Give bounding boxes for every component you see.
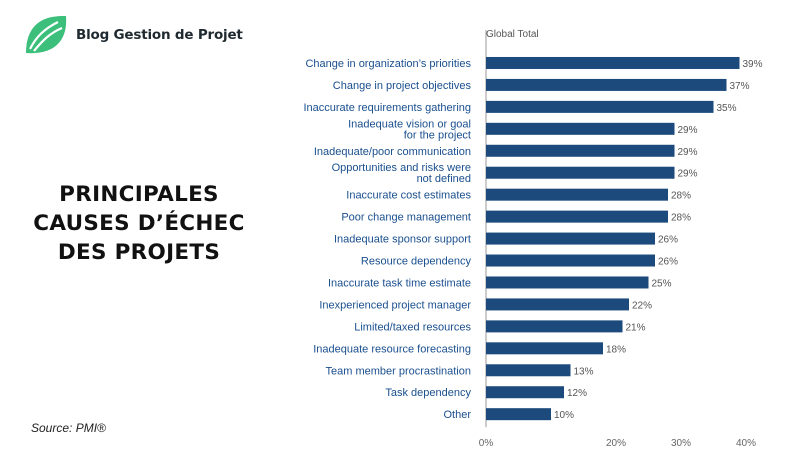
headline-line-3: DES PROJETS: [57, 240, 221, 265]
x-tick-label: 0%: [479, 438, 494, 449]
category-label: Task dependency: [385, 387, 471, 399]
category-label: Inadequate/poor communication: [314, 146, 471, 158]
source-caption: Source: PMI®: [31, 421, 106, 435]
data-label: 25%: [652, 278, 672, 289]
data-label: 26%: [658, 257, 678, 268]
x-tick-label: 30%: [671, 438, 691, 449]
bar: [486, 56, 740, 69]
headline: PRINCIPALES CAUSES D’ÉCHEC DES PROJETS: [14, 180, 264, 267]
bar: [486, 78, 727, 91]
bar: [486, 166, 675, 179]
series-title: Global Total: [486, 29, 539, 40]
data-label: 12%: [567, 388, 587, 399]
data-label: 39%: [743, 59, 763, 70]
headline-line-1: PRINCIPALES: [59, 182, 219, 207]
headline-line-2: CAUSES D’ÉCHEC: [33, 211, 245, 236]
category-label: Inaccurate cost estimates: [346, 190, 471, 202]
category-label: Resource dependency: [361, 256, 472, 268]
category-label: Opportunities and risks were not defined: [332, 162, 471, 185]
data-label: 22%: [632, 300, 652, 311]
plot-area: 39% Change in organization’s priorities 37…: [303, 30, 763, 449]
data-label: 18%: [606, 344, 626, 355]
category-label: Inadequate vision or goal for the project: [348, 118, 471, 141]
bar: [486, 188, 668, 201]
leaf-logo-icon: [26, 15, 67, 54]
category-label: Other: [443, 409, 471, 421]
data-label: 13%: [574, 366, 594, 377]
data-label: 28%: [671, 191, 691, 202]
category-label: Inadequate sponsor support: [334, 234, 471, 246]
data-label: 37%: [730, 81, 750, 92]
category-label: Inadequate resource forecasting: [313, 343, 471, 355]
brand-logo[interactable]: Blog Gestion de Projet: [22, 12, 302, 58]
category-label: Poor change management: [341, 212, 471, 224]
bar: [486, 144, 675, 157]
bar: [486, 210, 668, 223]
category-label: Team member procrastination: [325, 365, 471, 377]
data-label: 28%: [671, 213, 691, 224]
bar: [486, 386, 564, 399]
bar: [486, 232, 655, 245]
category-label: Inaccurate task time estimate: [328, 277, 471, 289]
data-label: 10%: [554, 410, 574, 421]
data-label: 29%: [678, 169, 698, 180]
category-label: Inexperienced project manager: [319, 299, 471, 311]
category-label: Limited/taxed resources: [354, 321, 471, 333]
data-label: 35%: [717, 103, 737, 114]
bar: [486, 364, 571, 377]
brand-name: Blog Gestion de Projet: [76, 27, 243, 43]
bar: [486, 254, 655, 267]
category-label: Change in organization’s priorities: [305, 58, 471, 70]
data-label: 29%: [678, 147, 698, 158]
bar: [486, 408, 551, 421]
x-tick-label: 40%: [736, 438, 756, 449]
data-label: 21%: [626, 322, 646, 333]
category-label: Inaccurate requirements gathering: [303, 102, 471, 114]
bar: [486, 342, 603, 355]
bar: [486, 298, 629, 311]
data-label: 29%: [678, 125, 698, 136]
bar: [486, 100, 714, 113]
bar: [486, 122, 675, 135]
x-tick-label: 20%: [606, 438, 626, 449]
bar: [486, 276, 649, 289]
bar: [486, 320, 623, 333]
data-label: 26%: [658, 235, 678, 246]
category-label: Change in project objectives: [333, 80, 472, 92]
